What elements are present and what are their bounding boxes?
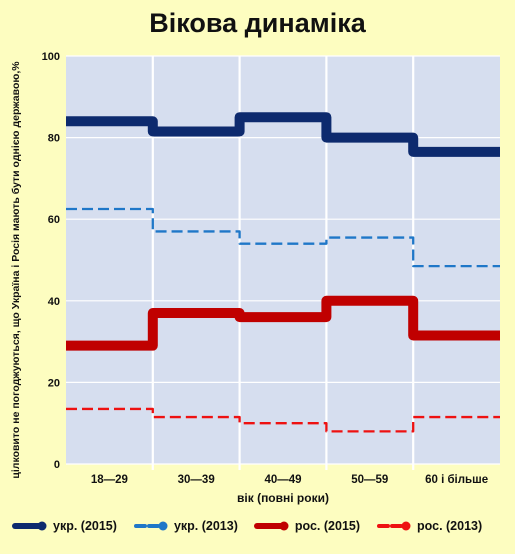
x-tick-label: 40—49 — [264, 474, 301, 486]
legend-label: рос. (2013) — [417, 519, 483, 533]
series-line-0 — [66, 112, 500, 157]
series-line-2 — [66, 295, 500, 351]
legend-swatch — [377, 521, 411, 531]
series-line-1 — [66, 207, 500, 268]
y-tick-label: 20 — [48, 377, 60, 389]
y-tick-label: 40 — [48, 296, 60, 308]
y-tick-label: 60 — [48, 214, 60, 226]
legend-item: укр. (2013) — [133, 519, 238, 533]
legend-swatch — [12, 521, 47, 531]
legend-swatch — [133, 521, 168, 531]
chart-title: Вікова динаміка — [149, 8, 366, 38]
x-axis-label: вік (повні роки) — [237, 491, 329, 505]
y-tick-label: 80 — [48, 133, 60, 145]
y-tick-label: 0 — [54, 459, 60, 471]
legend-label: укр. (2013) — [173, 519, 238, 533]
y-axis-label: цілковито не погоджуються, що Україна і … — [10, 61, 22, 479]
legend-item: рос. (2015) — [253, 519, 361, 533]
legend: укр. (2015) укр. (2013) рос. (2015) рос. (2… — [12, 514, 512, 538]
x-tick-label: 50—59 — [351, 474, 388, 486]
legend-swatch — [253, 521, 289, 531]
x-tick-label: 60 і більше — [425, 474, 488, 486]
x-tick-label: 18—29 — [91, 474, 128, 486]
y-tick-label: 100 — [42, 51, 60, 63]
series-line-3 — [66, 407, 500, 433]
x-tick-label: 30—39 — [178, 474, 215, 486]
legend-item: рос. (2013) — [376, 519, 482, 533]
legend-label: укр. (2015) — [53, 519, 117, 533]
legend-item: укр. (2015) — [12, 519, 117, 533]
legend-label: рос. (2015) — [294, 519, 361, 533]
